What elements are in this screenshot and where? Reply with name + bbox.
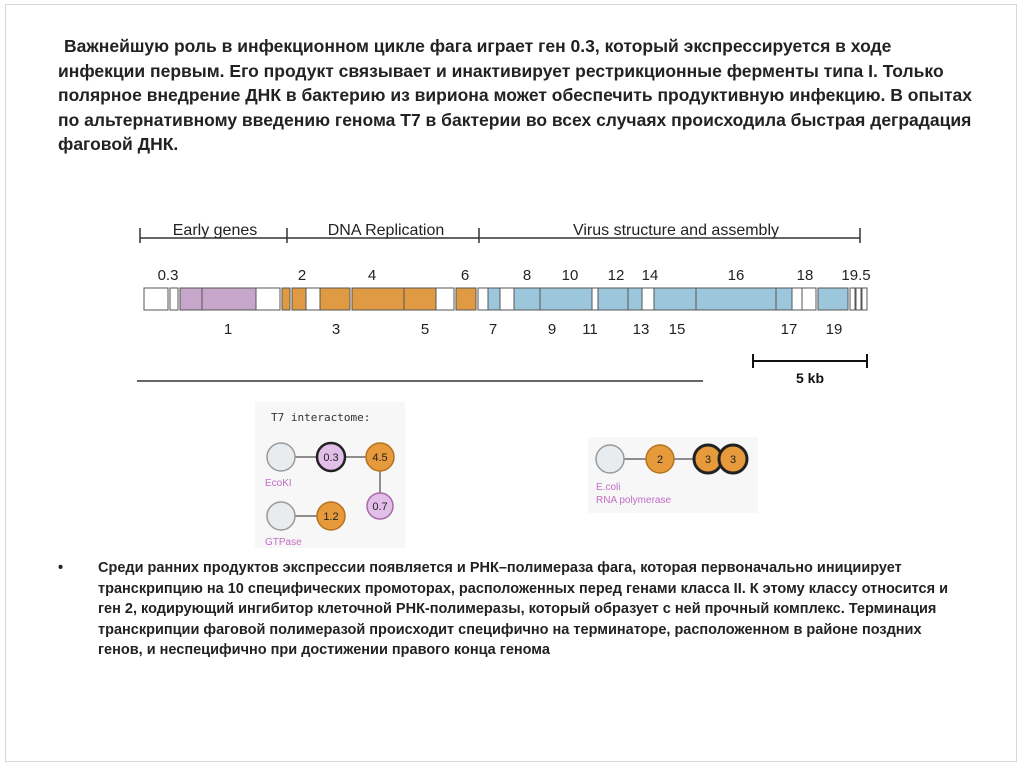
phage-node-1-2 [316,501,346,531]
gene-label-19: 19 [826,321,843,338]
host-node-ecoki [266,442,296,472]
host-node-ecoli-rnap [595,444,625,474]
bullet-marker: • [58,560,64,576]
scale-bar-label: 5 kb [796,370,824,386]
gene-segment [499,287,515,311]
gene-label-10: 10 [562,267,579,284]
gene-segment [281,287,291,311]
phage-node-4-5 [365,442,395,472]
node-label-4-5: 4.5 [372,452,387,464]
host-node-gtpase [266,501,296,531]
gene-label-11: 11 [582,321,598,338]
gene-segment-16 [695,287,777,311]
gene-label-8: 8 [523,267,531,284]
gene-label-4: 4 [368,267,376,284]
bullet-text: Среди ранних продуктов экспрессии появля… [98,560,949,658]
genome-bar [143,287,868,311]
node-label-3a: 3 [705,454,711,466]
host-label-ecoli: E.coli [596,482,620,493]
interactome-left: T7 interactome: 0.3 4.5 0.7 1.2 EcoKI GT… [255,402,405,548]
node-label-3b: 3 [730,454,736,466]
gene-segment-1 [201,287,257,311]
gene-label-19-5: 19.5 [841,267,870,284]
gene-segment [435,287,455,311]
host-label-gtpase: GTPase [265,537,302,548]
gene-label-18: 18 [797,267,814,284]
scale-bar [752,354,868,368]
gene-top-labels: 0.3 2 4 6 8 10 12 14 16 18 19.5 [158,267,871,284]
region-brackets [139,228,861,243]
gene-segment-5 [403,287,437,311]
gene-label-14: 14 [642,267,659,284]
phage-node-0-7 [366,492,394,520]
gene-segment [861,287,868,311]
gene-segment-13 [627,287,643,311]
gene-segment-8 [513,287,541,311]
region-label-replication: DNA Replication [328,222,445,239]
interactome-right: 2 3 3 E.coli RNA polymerase [588,437,758,513]
gene-segment-2 [291,287,307,311]
gene-segment [255,287,281,311]
gene-label-3: 3 [332,321,340,338]
gene-label-15: 15 [669,321,686,338]
gene-segment [801,287,817,311]
gene-segment [143,287,169,311]
gene-label-6: 6 [461,267,469,284]
gene-segment [791,287,803,311]
region-label-early: Early genes [173,222,258,239]
gene-segment-3 [319,287,351,311]
gene-label-13: 13 [633,321,650,338]
host-label-ecoki: EcoKI [265,478,292,489]
gene-segment-15 [653,287,697,311]
phage-node-2 [645,444,675,474]
gene-segment [305,287,321,311]
gene-segment-17 [775,287,793,311]
gene-segment-6 [455,287,477,311]
gene-label-5: 5 [421,321,429,338]
node-label-1-2: 1.2 [323,511,338,523]
gene-label-17: 17 [781,321,798,338]
phage-node-0-3 [315,441,347,473]
gene-segment-10 [539,287,593,311]
gene-segment [591,287,599,311]
gene-label-9: 9 [548,321,556,338]
gene-label-16: 16 [728,267,745,284]
host-label-rnap: RNA polymerase [596,495,671,506]
slide-frame [5,4,1017,762]
gene-bottom-labels: 1 3 5 7 9 11 13 15 17 19 [224,321,843,338]
gene-label-12: 12 [608,267,625,284]
node-label-0-3: 0.3 [323,452,338,464]
gene-segment-19 [817,287,849,311]
gene-segment [849,287,856,311]
gene-segment [179,287,203,311]
phage-node-3b [717,443,749,475]
gene-segment [855,287,862,311]
node-label-0-7: 0.7 [372,501,387,513]
gene-segment-7 [487,287,501,311]
gene-label-2: 2 [298,267,306,284]
gene-segment [477,287,489,311]
intro-paragraph: Важнейшую роль в инфекционном цикле фага… [58,36,973,154]
gene-segment-4 [351,287,405,311]
gene-segment [641,287,655,311]
gene-segment-12 [597,287,629,311]
node-label-2: 2 [657,454,663,466]
gene-label-7: 7 [489,321,497,338]
gene-segment [169,287,179,311]
interactome-title: T7 interactome: [271,411,370,424]
gene-label-1: 1 [224,321,232,338]
gene-label-0-3: 0.3 [158,267,179,284]
bullet-item: • Среди ранних продуктов экспрессии появ… [55,558,955,661]
region-label-structure: Virus structure and assembly [573,222,779,239]
